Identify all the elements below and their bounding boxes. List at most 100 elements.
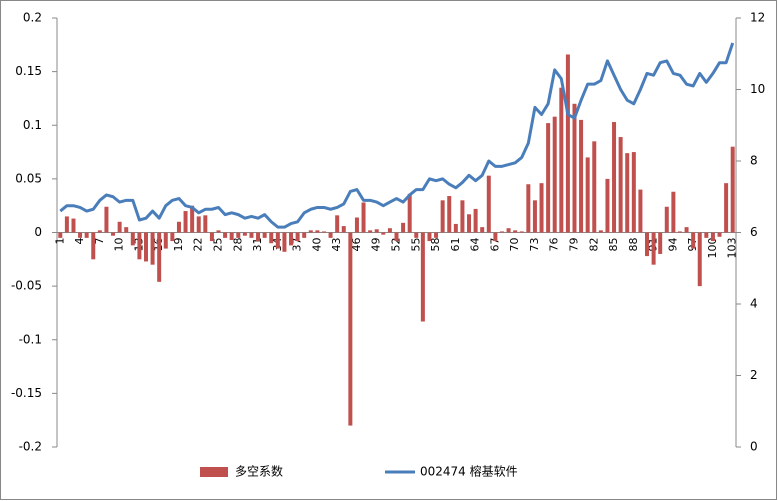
bar — [651, 232, 656, 265]
bar — [710, 232, 715, 242]
x-tick-label: 49 — [370, 238, 383, 252]
y-tick-label: 0.2 — [23, 11, 42, 25]
x-tick-label: 10 — [113, 238, 126, 252]
bar — [104, 206, 109, 233]
x-tick-label: 25 — [212, 238, 225, 252]
y-tick-label: 0.1 — [23, 118, 42, 132]
bar — [724, 183, 729, 233]
bar — [526, 184, 531, 233]
bar — [348, 232, 353, 426]
x-tick-label: 28 — [231, 238, 244, 252]
bar — [321, 231, 326, 233]
bar — [111, 232, 116, 236]
bar — [730, 146, 735, 233]
y2-tick-label: 10 — [750, 82, 765, 96]
bar — [289, 232, 294, 246]
bar — [394, 232, 399, 242]
bar — [295, 232, 300, 242]
bar — [506, 228, 511, 233]
bar — [163, 232, 168, 249]
x-tick-label: 22 — [192, 238, 205, 252]
bar — [361, 202, 366, 233]
bar — [434, 232, 439, 238]
bar — [229, 232, 234, 241]
bar — [592, 141, 597, 233]
bar — [546, 123, 551, 233]
x-tick-label: 7 — [93, 238, 106, 245]
x-tick-label: 70 — [508, 238, 521, 252]
bar — [71, 218, 76, 233]
bar — [64, 216, 69, 233]
bar — [203, 215, 208, 233]
bar — [176, 221, 181, 233]
bar — [414, 232, 419, 238]
bar — [236, 232, 241, 238]
bar — [97, 230, 102, 233]
bar — [275, 232, 280, 249]
y2-tick-label: 2 — [750, 368, 758, 382]
bar — [565, 54, 570, 233]
bar — [420, 232, 425, 322]
bar — [717, 232, 722, 237]
x-tick-label: 79 — [567, 238, 580, 252]
y-tick-label: -0.05 — [11, 279, 42, 293]
bar — [84, 232, 89, 238]
y2-tick-label: 0 — [750, 440, 758, 454]
bar — [196, 216, 201, 233]
x-tick-label: 37 — [291, 238, 304, 252]
bar — [671, 191, 676, 233]
y-tick-label: 0 — [34, 225, 42, 239]
bar — [91, 232, 96, 260]
y2-tick-label: 6 — [750, 225, 758, 239]
bar — [645, 232, 650, 257]
bar — [447, 196, 452, 233]
bar — [493, 232, 498, 242]
bar — [638, 189, 643, 233]
bar — [427, 232, 432, 242]
bar — [262, 232, 267, 238]
bar — [223, 232, 228, 238]
bar — [143, 232, 148, 262]
bar — [150, 232, 155, 265]
x-tick-label: 85 — [607, 238, 620, 252]
x-tick-label: 103 — [726, 238, 739, 259]
bar — [453, 223, 458, 233]
bar — [625, 153, 630, 233]
bar — [572, 103, 577, 233]
bar — [315, 230, 320, 233]
bar — [480, 227, 485, 233]
legend-label: 002474 榕基软件 — [420, 464, 518, 479]
bar — [209, 232, 214, 242]
bar — [117, 221, 122, 233]
bar — [440, 200, 445, 233]
x-tick-label: 94 — [666, 238, 679, 252]
bar — [282, 232, 287, 252]
bar — [598, 230, 603, 233]
x-tick-label: 31 — [251, 238, 264, 252]
bar — [467, 214, 472, 233]
bar — [130, 232, 135, 246]
bar — [519, 231, 524, 233]
x-tick-label: 40 — [310, 238, 323, 252]
x-tick-label: 43 — [330, 238, 343, 252]
bar — [368, 230, 373, 233]
legend-swatch — [200, 467, 228, 477]
bar — [354, 217, 359, 233]
bar — [256, 232, 261, 242]
bar — [704, 232, 709, 238]
x-tick-label: 73 — [528, 238, 541, 252]
bar — [407, 193, 412, 233]
bar — [539, 183, 544, 233]
bar — [585, 157, 590, 233]
bar — [684, 227, 689, 233]
bar — [612, 122, 617, 233]
y-tick-label: -0.15 — [11, 386, 42, 400]
line — [59, 42, 735, 229]
bar — [387, 228, 392, 233]
bar — [183, 211, 188, 233]
bar — [335, 215, 340, 233]
x-tick-label: 52 — [390, 238, 403, 252]
bar — [605, 178, 610, 233]
y-tick-label: -0.2 — [19, 440, 42, 454]
